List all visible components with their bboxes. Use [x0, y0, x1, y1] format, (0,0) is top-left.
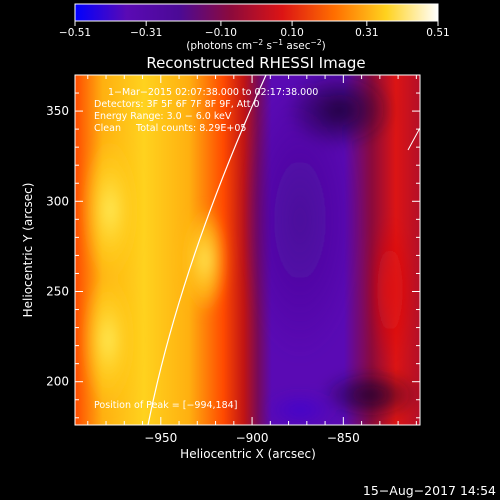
- heatmap-dark-patch: [285, 75, 395, 150]
- heatmap-blue-patch: [265, 392, 335, 425]
- x-tick-label: −900: [236, 431, 269, 445]
- y-axis-label: Heliocentric Y (arcsec): [21, 183, 35, 318]
- x-tick-label: −850: [327, 431, 360, 445]
- annotation-detectors: Detectors: 3F 5F 6F 7F 8F 9F, Att 0: [94, 99, 260, 110]
- colorbar-tick-labels: −0.51 −0.31 −0.10 0.10 0.31 0.51: [59, 27, 450, 39]
- heatmap-purple-core: [240, 80, 360, 360]
- footer-date: 15−Aug−2017 14:54: [363, 483, 496, 498]
- colorbar-tick-label: −0.10: [205, 27, 237, 39]
- colorbar-ticks: [74, 21, 439, 26]
- info-annotations: 1−Mar−2015 02:07:38.000 to 02:17:38.000 …: [94, 87, 318, 411]
- y-tick-label: 300: [46, 194, 69, 208]
- colorbar: −0.51 −0.31 −0.10 0.10 0.31 0.51 (photons cm−…: [59, 3, 450, 52]
- x-axis-ticks: −950 −900 −850: [87, 75, 417, 445]
- plot-frame: [74, 74, 421, 426]
- heatmap-red-lobe: [368, 215, 412, 365]
- colorbar-tick-label: −0.51: [59, 27, 91, 39]
- annotation-time-range: 1−Mar−2015 02:07:38.000 to 02:17:38.000: [108, 87, 318, 98]
- y-tick-label: 350: [46, 104, 69, 118]
- annotation-counts: Clean Total counts: 8.29E+05: [94, 123, 246, 134]
- chart-title: Reconstructed RHESSI Image: [146, 54, 365, 72]
- colorbar-strip: [74, 3, 439, 22]
- heatmap-image: [75, 75, 420, 425]
- y-tick-label: 250: [46, 284, 69, 298]
- heatmap-bright-region-lower: [82, 270, 134, 410]
- x-axis-label: Heliocentric X (arcsec): [180, 447, 316, 461]
- heatmap-dark-patch-lower: [320, 370, 420, 420]
- heatmap-bright-region-mid: [183, 205, 227, 315]
- colorbar-tick-label: 0.10: [280, 27, 303, 39]
- x-tick-label: −950: [144, 431, 177, 445]
- colorbar-tick-label: −0.31: [130, 27, 162, 39]
- colorbar-tick-label: 0.51: [426, 27, 449, 39]
- contour-line-right: [407, 127, 420, 151]
- annotation-energy-range: Energy Range: 3.0 − 6.0 keV: [94, 111, 232, 122]
- heatmap-bright-region-upper: [82, 135, 138, 285]
- colorbar-tick-label: 0.31: [355, 27, 378, 39]
- annotation-peak-position: Position of Peak = [−994,184]: [94, 400, 237, 411]
- y-axis-ticks: 200 250 300 350: [46, 74, 420, 419]
- colorbar-unit-label: (photons cm−2 s−1 asec−2): [186, 38, 325, 52]
- y-tick-label: 200: [46, 375, 69, 389]
- solar-limb-curve: [147, 75, 267, 425]
